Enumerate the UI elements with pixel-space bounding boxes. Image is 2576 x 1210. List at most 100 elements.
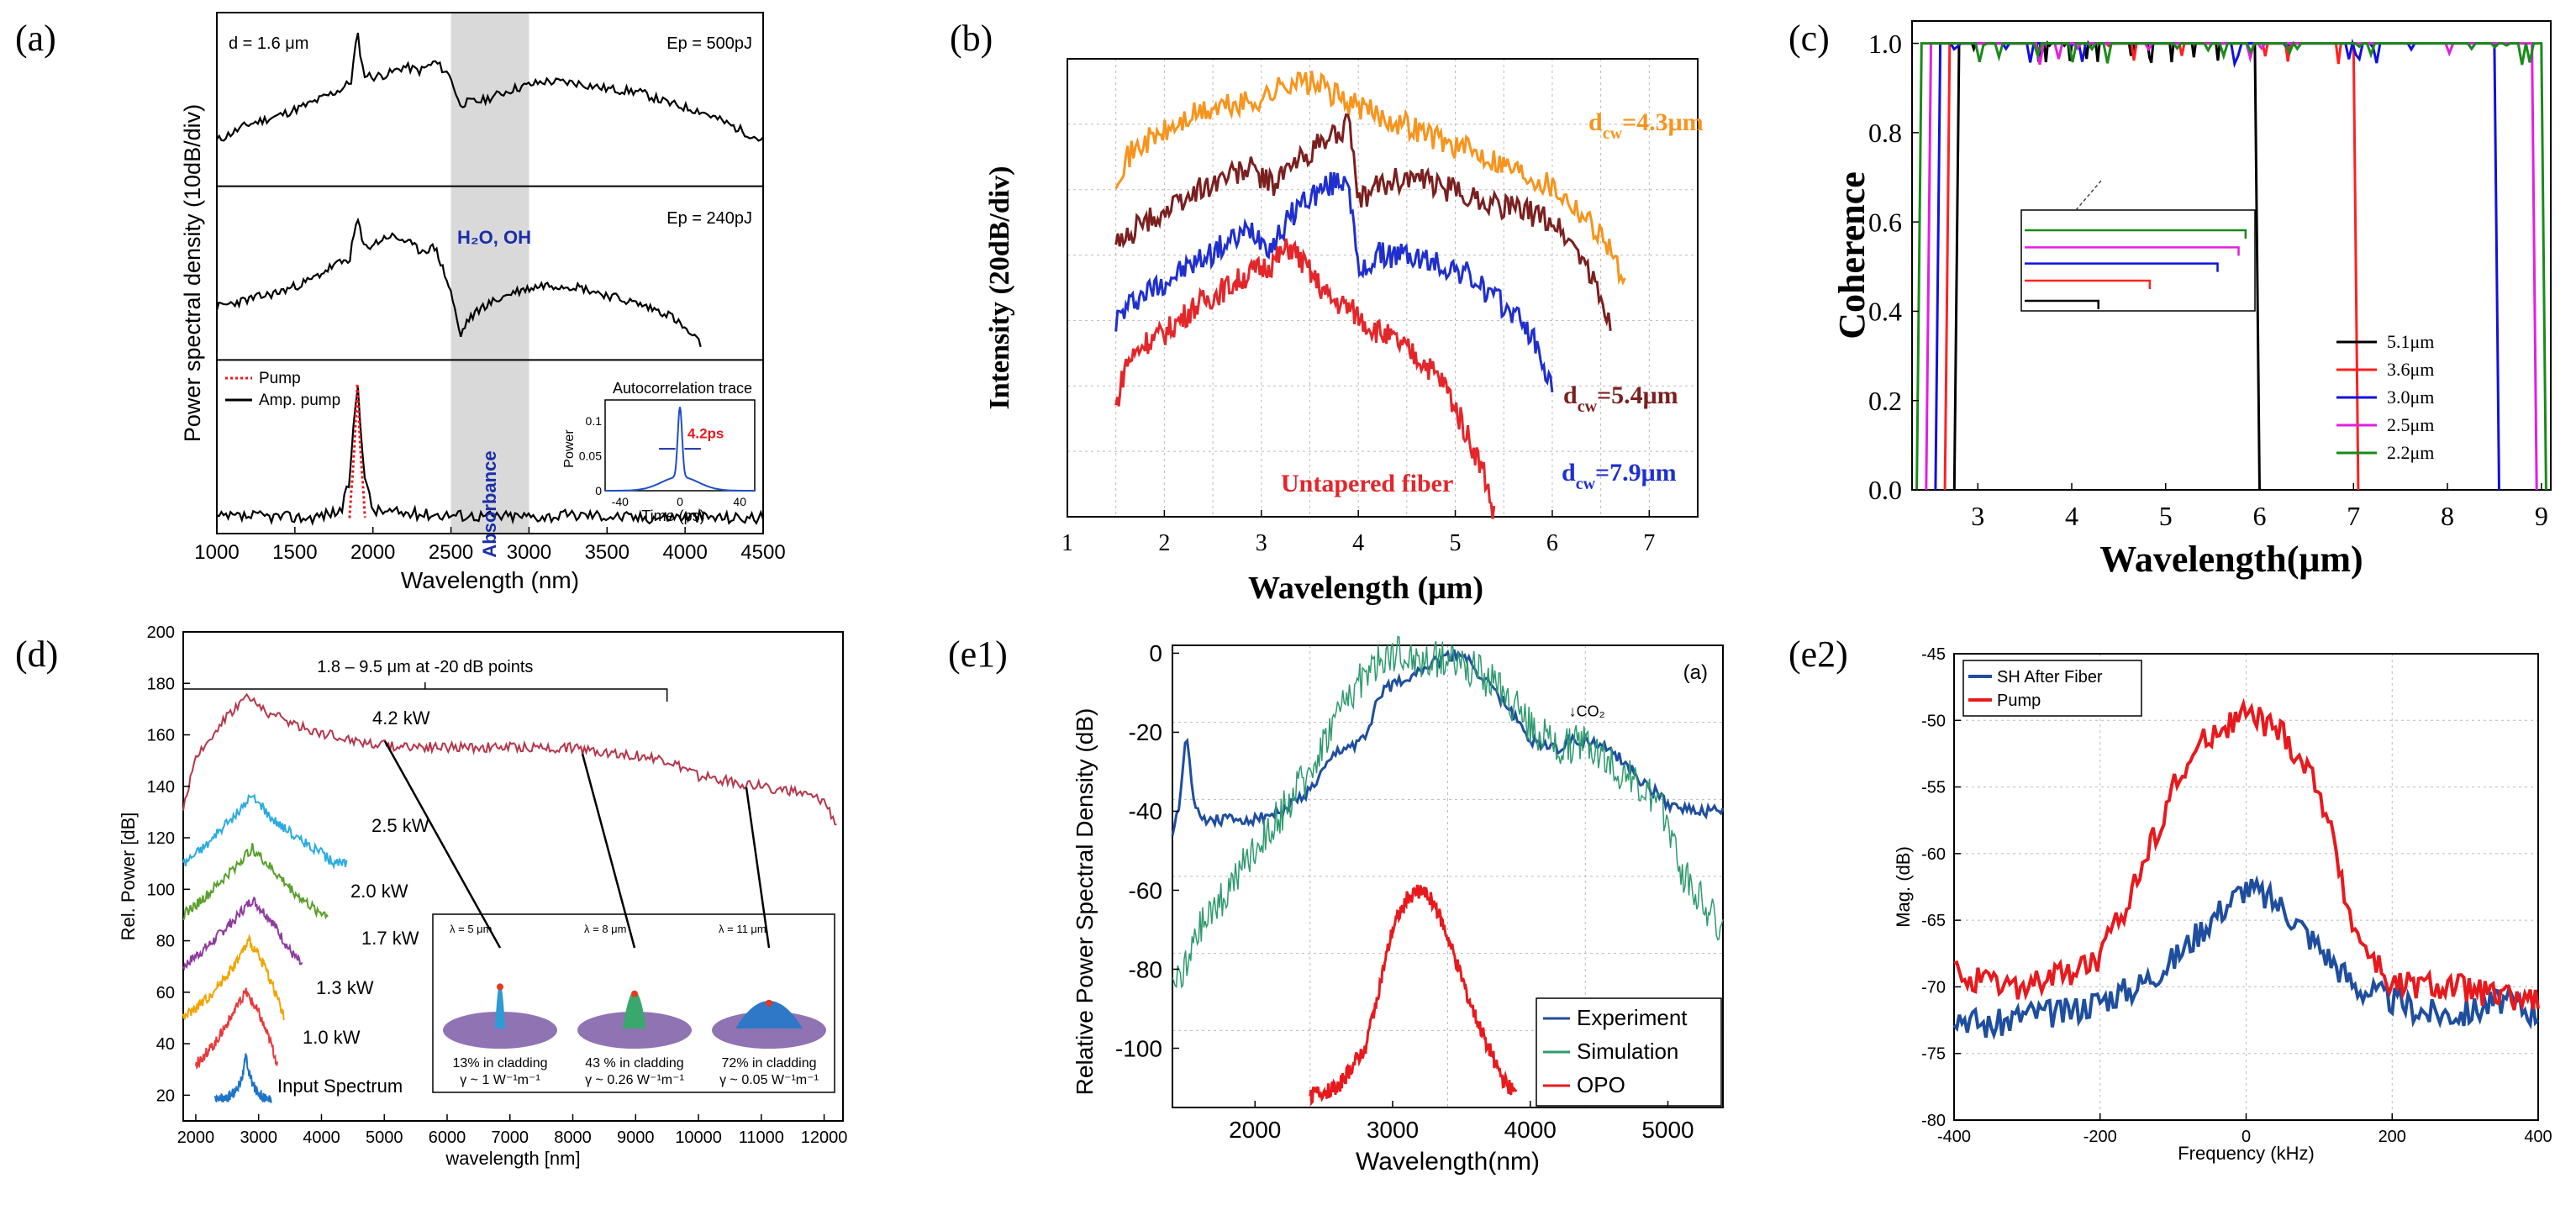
series-line-1: [215, 217, 702, 348]
inset-x-tick-label: 40: [733, 495, 746, 508]
inset-frame: [604, 399, 756, 492]
legend-label-1: 3.6μm: [2387, 359, 2434, 380]
x-tick-label: 400: [2524, 1128, 2552, 1146]
inset-x-tick-label: -40: [612, 495, 629, 508]
absorbance-band: [450, 13, 529, 534]
x-tick-label: 3500: [585, 541, 630, 564]
y-tick-label: 0.2: [1868, 386, 1902, 416]
x-tick-label: 2000: [177, 1128, 215, 1147]
x-tick-label: 4000: [303, 1128, 340, 1147]
series-line-2: [1309, 884, 1518, 1107]
plot-frame: [1172, 644, 1724, 1108]
series-line-0: [1952, 875, 2540, 1040]
inset-cladding-1: 43 % in cladding: [585, 1056, 683, 1071]
y-tick-label: 40: [156, 1035, 175, 1054]
y-tick-label: -40: [1129, 798, 1162, 824]
series-line-1: [1953, 697, 2540, 1012]
x-tick-label: 7: [2347, 501, 2360, 531]
y-tick-label: -60: [1129, 877, 1162, 903]
panel-label: (e1): [948, 634, 1008, 675]
mode-tip-0: [497, 983, 503, 991]
x-tick-label: 1000: [194, 541, 239, 564]
x-tick-label: 5000: [366, 1128, 403, 1147]
x-tick-label: -400: [1937, 1128, 1971, 1146]
label-main: d: [1588, 108, 1603, 136]
x-axis-label: Wavelength (nm): [401, 567, 579, 593]
inset-gamma-1: γ ~ 0.26 W⁻¹m⁻¹: [585, 1073, 684, 1087]
y-axis-label: Rel. Power [dB]: [118, 813, 139, 941]
y-tick-label: 60: [156, 984, 175, 1002]
x-tick-label: 12000: [801, 1128, 848, 1147]
x-tick-label: 5: [2159, 501, 2173, 531]
panel-label: (d): [15, 634, 58, 675]
inset-frame: [2020, 209, 2256, 312]
y-tick-label: -75: [1921, 1045, 1946, 1064]
x-tick-label: 3000: [240, 1128, 277, 1147]
series-line-1: [182, 793, 348, 871]
legend-label-1: Pump: [1997, 692, 2041, 710]
y-tick-label: 0: [1149, 640, 1162, 666]
series-line-0: [216, 32, 764, 142]
label-subscript: cw: [1603, 124, 1623, 143]
inset-line: [2025, 262, 2219, 272]
y-tick-label: 0.8: [1868, 118, 1902, 148]
series-label-4: 1.3 kW: [316, 977, 374, 998]
legend-label-2: 3.0μm: [2387, 387, 2434, 408]
inset-line: [2025, 229, 2247, 239]
series-line-pump: [348, 383, 366, 518]
x-tick-label: 4000: [1504, 1117, 1557, 1143]
panel-b: (b)dcw=4.3μmdcw=5.4μmdcw=7.9μmUntapered …: [950, 18, 1704, 606]
x-tick-label: 7000: [492, 1128, 529, 1147]
series-line-4: [182, 933, 285, 1021]
x-axis-label: Wavelength (μm): [1248, 571, 1483, 606]
series-line-0: [182, 692, 837, 826]
inset-line: [2025, 246, 2240, 256]
x-tick-label: 4: [2065, 501, 2078, 531]
legend-label-0: 5.1μm: [2387, 331, 2434, 352]
x-tick-label: 0: [2241, 1128, 2251, 1146]
label-subscript: cw: [1576, 475, 1596, 493]
y-tick-label: 200: [147, 623, 175, 642]
y-axis-label: Relative Power Spectral Density (dB): [1072, 708, 1098, 1096]
series-label-2: 2.0 kW: [350, 881, 408, 902]
x-tick-label: 5000: [1641, 1117, 1694, 1143]
y-tick-label: 140: [147, 778, 175, 797]
inset-y-tick-label: 0.1: [586, 414, 603, 428]
x-axis-label: Wavelength(μm): [2099, 539, 2363, 580]
x-tick-label: 3: [1256, 530, 1267, 556]
series-line-5: [195, 987, 279, 1070]
legend-label-4: 2.2μm: [2387, 442, 2434, 463]
panel-a: (a) d = 1.6 μm Ep = 500pJ Ep = 240pJ H₂O, OH…: [15, 12, 786, 593]
y-tick-label: -55: [1921, 779, 1946, 797]
y-axis-label: Power spectral density (10dB/div): [180, 104, 205, 442]
y-tick-label: 20: [156, 1086, 175, 1105]
panel-label: (c): [1788, 18, 1830, 59]
mode-base-1: [577, 1012, 692, 1049]
inset-width-label: 4.2ps: [687, 426, 724, 442]
series-line-2: [216, 387, 765, 527]
mode-peak-1: [623, 991, 646, 1028]
bracket-label: 1.8 – 9.5 μm at -20 dB points: [317, 658, 533, 676]
x-tick-label: 10000: [675, 1128, 722, 1147]
legend-label-2: OPO: [1577, 1072, 1625, 1097]
x-tick-label: 8: [2441, 501, 2454, 531]
panel-d: (d) 4.2 kW 2.5 kW 2.0 kW 1.7 kW 1.3 kW 1.0 kW I…: [15, 623, 847, 1169]
annotation-ep1: Ep = 500pJ: [666, 34, 752, 53]
legend-box: [1962, 660, 2142, 717]
y-tick-label: 0.6: [1868, 207, 1902, 237]
inset-y-tick-label: 0: [595, 484, 602, 497]
inset-cladding-2: 72% in cladding: [722, 1056, 817, 1071]
inset-cladding-0: 13% in cladding: [453, 1056, 548, 1071]
y-tick-label: -45: [1921, 645, 1946, 664]
y-tick-label: -80: [1129, 956, 1162, 982]
annotation-ep2: Ep = 240pJ: [666, 209, 752, 228]
x-tick-label: 4000: [662, 541, 707, 564]
mode-peak-2: [735, 1001, 803, 1028]
inset-pointer: [383, 740, 502, 949]
inset-trace: [605, 407, 755, 492]
legend-label-pump: Pump: [259, 370, 301, 387]
annotation-absorbance: Absorbance: [479, 450, 500, 557]
panel-e1: (e1) (a) ↓CO₂ Experiment Simulation OPO 2000 30…: [948, 634, 1725, 1176]
y-axis-label: Coherence: [1831, 171, 1873, 339]
series-line-0: [1171, 649, 1725, 836]
